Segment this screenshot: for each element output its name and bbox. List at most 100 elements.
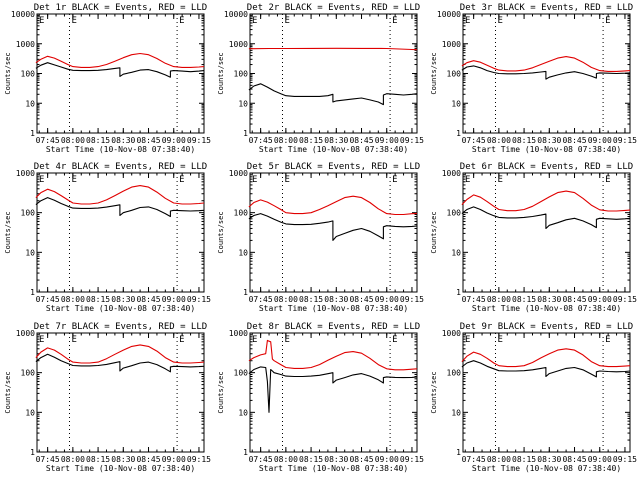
y-tick-label: 1000 xyxy=(16,329,35,338)
x-tick-label: 08:15 xyxy=(512,136,536,145)
x-tick-label: 08:00 xyxy=(487,136,511,145)
panel-det-2: Det 2r BLACK = Events, RED = LLD 1 10 100 10… xyxy=(217,3,424,154)
x-axis-label: Start Time (10-Nov-08 07:38:40) xyxy=(46,464,195,473)
x-tick-label: 08:45 xyxy=(562,295,586,304)
series-lld-line xyxy=(461,190,631,212)
event-marker-label: E xyxy=(497,335,502,345)
event-marker-label: E xyxy=(71,335,76,345)
plot-frame xyxy=(249,13,418,134)
y-axis-label: Counts/sec xyxy=(217,211,225,253)
event-marker-label: E xyxy=(71,16,76,26)
x-tick-label: 08:15 xyxy=(512,295,536,304)
y-axis-label: Counts/sec xyxy=(430,52,438,94)
y-tick-label: 1 xyxy=(30,448,35,457)
x-tick-label: 09:00 xyxy=(162,136,186,145)
y-tick-label: 1 xyxy=(30,288,35,297)
x-tick-label: 08:00 xyxy=(61,295,85,304)
y-tick-label: 10 xyxy=(451,99,461,108)
series-events-line xyxy=(461,65,631,80)
y-axis-label: Counts/sec xyxy=(4,52,12,94)
panel-det-8: Det 8r BLACK = Events, RED = LLD 1 10 100 10… xyxy=(217,322,424,473)
x-tick-label: 08:15 xyxy=(86,295,110,304)
y-tick-label: 1000 xyxy=(229,40,248,49)
y-tick-label: 100 xyxy=(447,209,462,218)
event-marker-label-left: E xyxy=(252,16,257,26)
plot-frame xyxy=(249,172,418,293)
y-axis: 1 10 100 1000 10000 xyxy=(11,10,204,138)
x-tick-label: 08:30 xyxy=(111,136,135,145)
x-tick-label: 07:45 xyxy=(462,295,486,304)
event-marker-label: E xyxy=(284,335,289,345)
series-events-line xyxy=(461,360,631,378)
x-tick-label: 08:00 xyxy=(487,455,511,464)
event-marker-label: E xyxy=(179,16,184,26)
x-axis: 07:45 08:00 08:15 08:30 08:45 09:00 09:15 xyxy=(249,173,424,304)
panel-det-9: Det 9r BLACK = Events, RED = LLD 1 10 100 10… xyxy=(430,322,637,473)
event-marker-label: E xyxy=(284,16,289,26)
y-tick-label: 100 xyxy=(234,70,249,79)
x-tick-label: 09:00 xyxy=(162,295,186,304)
plot-frame xyxy=(462,172,631,293)
x-axis: 07:45 08:00 08:15 08:30 08:45 09:00 09:15 xyxy=(462,333,637,464)
event-marker-label: E xyxy=(392,335,397,345)
y-tick-label: 10 xyxy=(25,99,35,108)
x-axis: 07:45 08:00 08:15 08:30 08:45 09:00 09:15 xyxy=(249,333,424,464)
plot-frame xyxy=(462,332,631,453)
x-tick-label: 08:30 xyxy=(324,136,348,145)
series-events-line xyxy=(35,197,205,218)
y-tick-label: 1000 xyxy=(229,329,248,338)
plot-frame xyxy=(36,332,205,453)
x-tick-label: 08:45 xyxy=(349,455,373,464)
x-tick-label: 08:45 xyxy=(562,136,586,145)
plot-frame xyxy=(249,332,418,453)
series-lld-line xyxy=(248,195,418,216)
x-tick-label: 09:15 xyxy=(400,455,424,464)
event-marker-label: E xyxy=(497,175,502,185)
x-tick-label: 08:30 xyxy=(537,295,561,304)
y-tick-label: 100 xyxy=(447,70,462,79)
event-marker-label: E xyxy=(497,16,502,26)
y-axis: 1 10 100 1000 xyxy=(442,169,630,297)
x-tick-label: 09:00 xyxy=(375,455,399,464)
event-marker-label-left: E xyxy=(465,335,470,345)
panel-det-3: Det 3r BLACK = Events, RED = LLD 1 10 100 10… xyxy=(430,3,637,154)
x-tick-label: 07:45 xyxy=(249,455,273,464)
event-marker-label-left: E xyxy=(252,335,257,345)
x-tick-label: 09:15 xyxy=(400,136,424,145)
y-tick-label: 1 xyxy=(243,129,248,138)
x-tick-label: 09:00 xyxy=(588,136,612,145)
x-tick-label: 07:45 xyxy=(249,295,273,304)
x-tick-label: 08:45 xyxy=(562,455,586,464)
x-tick-label: 08:00 xyxy=(61,136,85,145)
series-lld-line xyxy=(35,52,205,68)
y-axis-label: Counts/sec xyxy=(4,371,12,413)
x-tick-label: 08:00 xyxy=(487,295,511,304)
chart-title: Det 2r BLACK = Events, RED = LLD xyxy=(247,3,420,13)
x-axis-label: Start Time (10-Nov-08 07:38:40) xyxy=(472,304,621,313)
y-tick-label: 1 xyxy=(456,448,461,457)
x-tick-label: 08:30 xyxy=(111,295,135,304)
x-tick-label: 08:30 xyxy=(324,455,348,464)
y-axis-label: Counts/sec xyxy=(430,371,438,413)
y-axis-label: Counts/sec xyxy=(217,371,225,413)
y-tick-label: 1000 xyxy=(229,169,248,178)
x-axis: 07:45 08:00 08:15 08:30 08:45 09:00 09:15 xyxy=(462,173,637,304)
y-tick-label: 100 xyxy=(234,209,249,218)
y-tick-label: 1000 xyxy=(16,40,35,49)
x-tick-label: 07:45 xyxy=(249,136,273,145)
x-tick-label: 08:30 xyxy=(537,136,561,145)
x-tick-label: 08:15 xyxy=(512,455,536,464)
event-marker-label: E xyxy=(392,16,397,26)
x-axis: 07:45 08:00 08:15 08:30 08:45 09:00 09:15 xyxy=(36,333,211,464)
series-lld-line xyxy=(35,185,205,205)
y-tick-label: 1000 xyxy=(442,329,461,338)
event-marker-label: E xyxy=(71,175,76,185)
event-marker-label-left: E xyxy=(39,175,44,185)
plot-frame xyxy=(36,172,205,293)
x-axis-label: Start Time (10-Nov-08 07:38:40) xyxy=(46,304,195,313)
x-tick-label: 09:15 xyxy=(613,455,637,464)
event-marker-label: E xyxy=(605,335,610,345)
y-tick-label: 1 xyxy=(243,448,248,457)
x-axis-label: Start Time (10-Nov-08 07:38:40) xyxy=(472,464,621,473)
panel-det-1: Det 1r BLACK = Events, RED = LLD 1 10 100 10… xyxy=(4,3,211,154)
